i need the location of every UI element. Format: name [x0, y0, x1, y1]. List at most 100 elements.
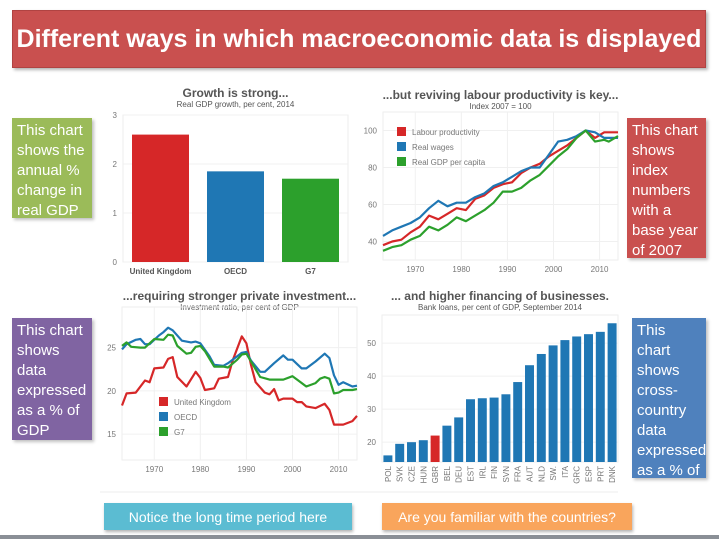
y-tick-label: 1	[113, 209, 118, 218]
bar-dnk	[607, 323, 617, 462]
x-tick-label: ITA	[561, 465, 570, 478]
legend-swatch	[397, 127, 406, 136]
chart-subtitle: Bank loans, per cent of GDP, September 2…	[418, 303, 583, 312]
x-tick-label: GRC	[573, 466, 582, 484]
y-tick-label: 30	[367, 405, 376, 414]
x-tick-label: 1990	[238, 465, 256, 474]
x-tick-label: SVN	[502, 466, 511, 483]
x-tick-label: BEL	[443, 465, 452, 481]
note-loans: This chart shows cross-country data expr…	[632, 318, 706, 499]
bar-fra	[513, 382, 523, 462]
bar-sw-	[548, 345, 558, 462]
x-tick-label: EST	[467, 466, 476, 482]
bar-svn	[501, 394, 511, 462]
y-tick-label: 2	[113, 160, 118, 169]
x-tick-label: FIN	[490, 466, 499, 479]
note-long-time-period: Notice the long time period here	[104, 503, 352, 530]
bar-g7	[282, 178, 339, 262]
x-tick-label: 2010	[330, 465, 348, 474]
legend-label: Labour productivity	[412, 128, 480, 137]
bar-oecd	[207, 171, 264, 262]
chart-subtitle: Real GDP growth, per cent, 2014	[177, 100, 295, 109]
x-tick-label: G7	[305, 267, 316, 276]
bar-united-kingdom	[132, 134, 189, 262]
chart-title: ...but reviving labour productivity is k…	[383, 88, 619, 102]
chart-subtitle: Index 2007 = 100	[469, 102, 532, 111]
x-tick-label: 1980	[452, 265, 470, 274]
x-tick-label: DEU	[455, 466, 464, 483]
legend-swatch	[397, 142, 406, 151]
x-tick-label: DNK	[608, 465, 617, 483]
x-tick-label: PRT	[596, 466, 605, 482]
bar-est	[466, 399, 475, 462]
plot-area	[382, 111, 619, 261]
bar-prt	[595, 331, 605, 462]
y-tick-label: 40	[367, 372, 376, 381]
note-index: This chart shows index numbers with a ba…	[627, 118, 706, 259]
x-tick-label: 1990	[499, 265, 517, 274]
y-tick-label: 20	[367, 438, 376, 447]
series-line-g7	[121, 333, 358, 395]
y-tick-label: 3	[113, 111, 118, 120]
y-tick-label: 80	[368, 164, 377, 173]
x-tick-label: 1970	[406, 265, 424, 274]
note-familiar-countries: Are you familiar with the countries?	[382, 503, 632, 530]
x-tick-label: OECD	[224, 267, 247, 276]
series-line-real-gdp-per-capita	[382, 129, 619, 252]
bar-ita	[560, 340, 570, 462]
chart-title: Growth is strong...	[182, 86, 288, 100]
x-tick-label: SVK	[396, 465, 405, 482]
bar-pol	[383, 455, 393, 462]
y-tick-label: 100	[364, 127, 378, 136]
y-tick-label: 25	[107, 344, 116, 353]
note-gdp: This chart shows the annual % change in …	[12, 118, 92, 219]
chart-title: ... and higher financing of businesses.	[391, 289, 609, 303]
plot-area	[121, 306, 358, 461]
x-tick-label: CZE	[408, 466, 417, 482]
legend-label: United Kingdom	[174, 398, 231, 407]
legend-swatch	[159, 412, 168, 421]
legend-label: Real wages	[412, 143, 454, 152]
bar-nld	[536, 353, 546, 462]
plot-area	[381, 314, 619, 463]
y-tick-label: 20	[107, 387, 116, 396]
bar-gbr	[430, 435, 440, 462]
x-tick-label: SW.	[549, 466, 558, 481]
bar-irl	[477, 398, 487, 462]
legend-swatch	[159, 427, 168, 436]
x-tick-label: United Kingdom	[130, 267, 192, 276]
x-tick-label: 2010	[591, 265, 609, 274]
x-tick-label: AUT	[526, 466, 535, 482]
legend-swatch	[159, 397, 168, 406]
y-tick-label: 15	[107, 430, 116, 439]
x-tick-label: GBR	[431, 466, 440, 484]
x-tick-label: IRL	[478, 465, 487, 478]
x-tick-label: HUN	[419, 466, 428, 484]
chart-title: ...requiring stronger private investment…	[123, 289, 356, 303]
series-line-oecd	[121, 326, 358, 388]
series-line-real-wages	[382, 129, 618, 237]
x-tick-label: FRA	[514, 465, 523, 482]
bar-esp	[584, 334, 593, 462]
footer-bar	[0, 535, 719, 539]
bar-aut	[525, 365, 534, 462]
x-tick-label: ESP	[585, 466, 594, 482]
bar-deu	[454, 417, 464, 462]
bar-svk	[395, 443, 405, 462]
x-tick-label: 2000	[284, 465, 302, 474]
bar-bel	[442, 425, 452, 462]
legend-label: OECD	[174, 413, 197, 422]
x-tick-label: POL	[384, 465, 393, 482]
legend-label: Real GDP per capita	[412, 158, 486, 167]
y-tick-label: 50	[367, 339, 376, 348]
y-tick-label: 40	[368, 238, 377, 247]
x-tick-label: 1970	[145, 465, 163, 474]
legend-label: G7	[174, 428, 185, 437]
series-line-united-kingdom	[120, 335, 358, 426]
x-tick-label: NLD	[537, 466, 546, 482]
y-tick-label: 0	[113, 258, 118, 267]
bar-grc	[572, 336, 582, 462]
legend-swatch	[397, 157, 406, 166]
bar-hun	[418, 440, 428, 462]
